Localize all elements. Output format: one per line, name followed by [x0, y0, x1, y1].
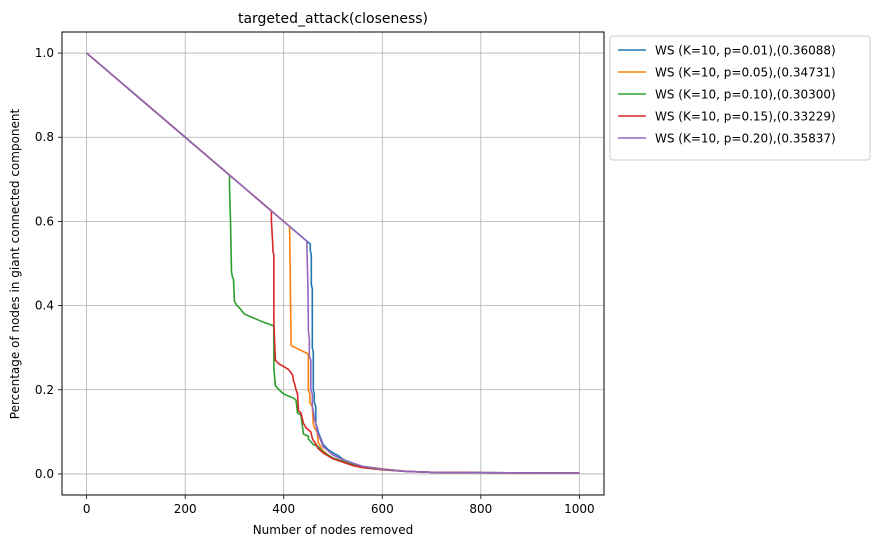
y-tick-label: 1.0 — [35, 46, 54, 60]
y-tick-label: 0.6 — [35, 214, 54, 228]
chart-title: targeted_attack(closeness) — [238, 11, 428, 27]
x-tick-label: 0 — [83, 502, 91, 516]
y-axis: 0.0 0.2 0.4 0.6 0.8 1.0 — [35, 46, 62, 481]
y-tick-label: 0.2 — [35, 383, 54, 397]
x-tick-label: 800 — [469, 502, 492, 516]
y-tick-label: 0.0 — [35, 467, 54, 481]
y-tick-label: 0.4 — [35, 299, 54, 313]
plot-area — [86, 52, 580, 474]
x-tick-label: 400 — [272, 502, 295, 516]
legend-label-1: WS (K=10, p=0.01),(0.36088) — [655, 44, 836, 58]
legend-label-5: WS (K=10, p=0.20),(0.35837) — [655, 132, 836, 146]
series-line-5 — [86, 52, 580, 474]
axes-frame — [61, 31, 605, 496]
legend-label-4: WS (K=10, p=0.15),(0.33229) — [655, 110, 836, 124]
x-axis-label: Number of nodes removed — [253, 523, 414, 537]
grid-lines — [62, 32, 604, 495]
legend: WS (K=10, p=0.01),(0.36088) WS (K=10, p=0… — [609, 35, 871, 161]
x-tick-label: 200 — [174, 502, 197, 516]
legend-box — [609, 35, 871, 161]
y-axis-label: Percentage of nodes in giant connected c… — [8, 108, 22, 419]
x-tick-label: 1000 — [564, 502, 595, 516]
legend-label-3: WS (K=10, p=0.10),(0.30300) — [655, 88, 836, 102]
series-line-4 — [86, 52, 580, 474]
x-tick-label: 600 — [371, 502, 394, 516]
y-tick-label: 0.8 — [35, 130, 54, 144]
legend-label-2: WS (K=10, p=0.05),(0.34731) — [655, 66, 836, 80]
x-axis: 0 200 400 600 800 1000 — [83, 495, 595, 516]
